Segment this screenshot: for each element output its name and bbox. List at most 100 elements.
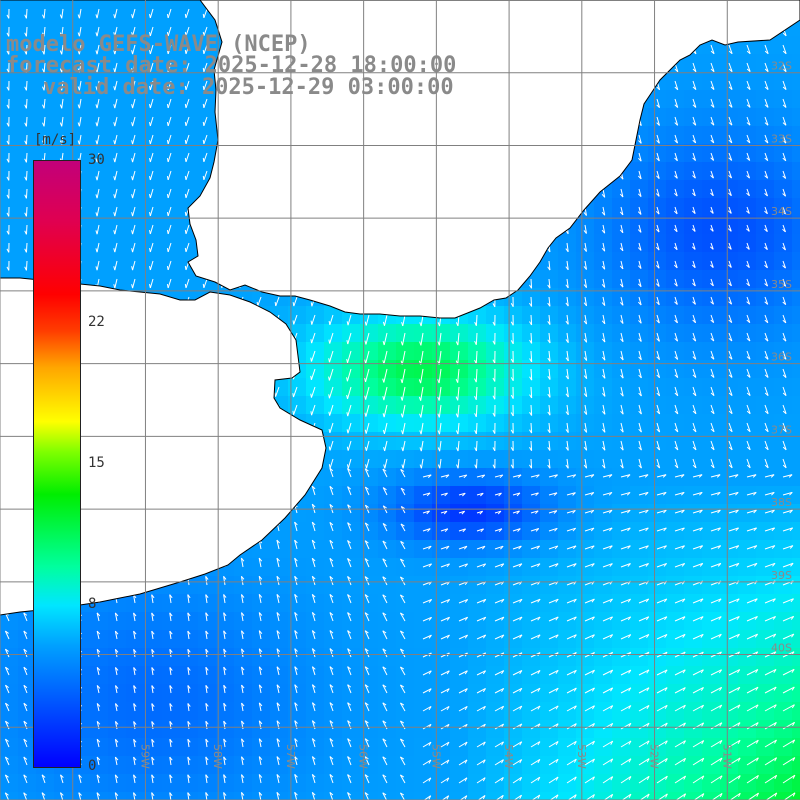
- wind-speed-cell: [234, 684, 253, 703]
- wind-arrow-head: [728, 192, 732, 197]
- wind-speed-cell: [594, 792, 613, 800]
- wind-arrow-head: [131, 284, 134, 289]
- wind-arrow: [764, 206, 768, 214]
- wind-arrow: [620, 224, 624, 233]
- wind-speed-cell: [198, 576, 217, 595]
- wind-arrow: [584, 332, 588, 343]
- wind-arrow-head: [583, 212, 587, 216]
- wind-arrow-head: [474, 413, 477, 418]
- wind-arrow: [383, 404, 388, 418]
- wind-arrow: [149, 170, 154, 181]
- wind-arrow-head: [583, 429, 588, 433]
- wind-arrow: [674, 368, 679, 378]
- wind-speed-cell: [792, 198, 800, 217]
- wind-arrow-head: [746, 192, 750, 197]
- wind-arrow-head: [656, 140, 660, 144]
- wind-arrow-head: [95, 50, 98, 55]
- wind-speed-cell: [90, 684, 109, 703]
- wind-arrow-head: [746, 319, 751, 324]
- wind-arrow-head: [6, 212, 10, 217]
- wind-speed-cell: [162, 630, 181, 649]
- wind-arrow-head: [782, 246, 786, 251]
- wind-arrow-head: [510, 394, 514, 399]
- wind-arrow-head: [131, 14, 134, 19]
- wind-speed-cell: [792, 504, 800, 523]
- wind-speed-cell: [378, 756, 397, 775]
- wind-speed-cell: [108, 684, 127, 703]
- wind-speed-cell: [126, 774, 145, 793]
- wind-arrow: [548, 368, 551, 380]
- wind-arrow: [475, 350, 478, 364]
- wind-arrow: [401, 386, 406, 401]
- wind-arrow-head: [95, 158, 98, 163]
- wind-speed-cell: [306, 594, 325, 613]
- wind-arrow-head: [691, 228, 696, 232]
- wind-arrow-head: [782, 410, 787, 415]
- wind-arrow-head: [24, 68, 27, 73]
- wind-arrow: [746, 260, 750, 268]
- wind-arrow: [638, 224, 642, 233]
- wind-arrow-head: [601, 356, 606, 361]
- wind-arrow-head: [782, 338, 787, 342]
- wind-speed-cell: [234, 558, 253, 577]
- wind-arrow: [656, 260, 660, 269]
- wind-speed-cell: [342, 738, 361, 757]
- wind-arrow-head: [346, 321, 349, 326]
- wind-arrow-head: [149, 86, 151, 91]
- wind-arrow-head: [328, 320, 331, 325]
- wind-arrow-head: [728, 86, 733, 90]
- wind-arrow-head: [400, 396, 403, 401]
- wind-arrow: [167, 224, 172, 235]
- wind-speed-cell: [378, 468, 397, 487]
- wind-arrow: [692, 116, 697, 126]
- wind-speed-cell: [144, 738, 163, 757]
- wind-arrow: [167, 278, 172, 289]
- wind-arrow: [656, 296, 660, 305]
- wind-arrow: [638, 404, 642, 415]
- wind-speed-cell: [180, 648, 199, 667]
- wind-arrow: [132, 242, 136, 253]
- wind-arrow: [132, 116, 136, 127]
- wind-arrow: [311, 332, 316, 344]
- wind-speed-cell: [306, 576, 325, 595]
- wind-arrow-head: [764, 356, 769, 360]
- wind-speed-cell: [792, 414, 800, 433]
- wind-arrow-head: [310, 393, 312, 398]
- wind-arrow-head: [328, 446, 331, 451]
- wind-speed-cell: [270, 558, 289, 577]
- wind-arrow: [43, 8, 46, 19]
- wind-arrow: [692, 260, 696, 268]
- wind-arrow-head: [782, 32, 787, 37]
- wind-arrow-head: [24, 86, 27, 91]
- wind-arrow: [149, 98, 154, 109]
- wind-arrow-head: [6, 122, 10, 127]
- wind-arrow: [638, 206, 642, 215]
- wind-speed-cell: [324, 576, 343, 595]
- wind-arrow-head: [6, 68, 10, 73]
- wind-arrow-head: [674, 122, 678, 126]
- wind-speed-cell: [396, 630, 415, 649]
- wind-speed-cell: [792, 144, 800, 163]
- wind-arrow: [602, 224, 606, 234]
- wind-speed-cell: [126, 756, 145, 775]
- wind-arrow: [728, 116, 733, 126]
- wind-arrow-head: [364, 412, 367, 417]
- wind-arrow: [764, 260, 768, 269]
- wind-speed-cell: [288, 594, 307, 613]
- wind-arrow: [638, 386, 642, 397]
- wind-arrow: [620, 260, 624, 270]
- wind-speed-cell: [144, 756, 163, 775]
- wind-speed-cell: [792, 396, 800, 415]
- wind-arrow-head: [728, 374, 733, 378]
- wind-speed-cell: [306, 612, 325, 631]
- wind-speed-cell: [342, 630, 361, 649]
- wind-arrow-head: [95, 104, 98, 109]
- wind-arrow-head: [728, 122, 733, 126]
- wind-speed-cell: [0, 774, 19, 793]
- wind-speed-cell: [162, 756, 181, 775]
- wind-speed-cell: [360, 666, 379, 685]
- wind-arrow: [584, 278, 588, 288]
- wind-speed-cell: [360, 684, 379, 703]
- wind-speed-cell: [288, 558, 307, 577]
- wind-speed-cell: [0, 666, 19, 685]
